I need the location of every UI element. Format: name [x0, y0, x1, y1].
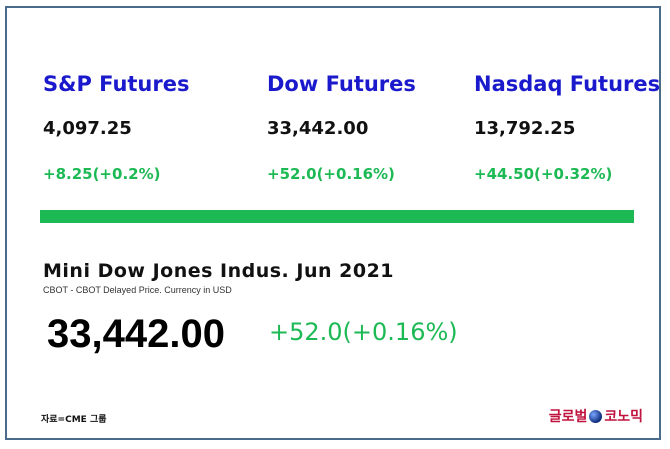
detail-title: Mini Dow Jones Indus. Jun 2021 — [43, 260, 395, 282]
sp-futures-block: S&P Futures 4,097.25 +8.25(+0.2%) — [43, 72, 189, 183]
sp-futures-price: 4,097.25 — [43, 118, 132, 139]
detail-price: 33,442.00 — [47, 312, 225, 356]
card-frame: S&P Futures 4,097.25 +8.25(+0.2%) Dow Fu… — [5, 6, 661, 440]
dow-futures-block: Dow Futures 33,442.00 +52.0(+0.16%) — [267, 72, 416, 183]
detail-change: +52.0(+0.16%) — [269, 318, 458, 346]
divider-bar — [40, 210, 634, 223]
nasdaq-futures-name: Nasdaq Futures — [474, 72, 661, 96]
dow-futures-change: +52.0(+0.16%) — [267, 165, 395, 183]
sp-futures-change: +8.25(+0.2%) — [43, 165, 161, 183]
logo-text-left: 글로벌 — [548, 409, 588, 425]
nasdaq-futures-price: 13,792.25 — [474, 118, 576, 139]
nasdaq-futures-block: Nasdaq Futures 13,792.25 +44.50(+0.32%) — [474, 72, 660, 183]
publisher-logo: 글로벌 코노믹 — [549, 406, 643, 426]
detail-subtitle: CBOT - CBOT Delayed Price. Currency in U… — [43, 285, 232, 295]
logo-text-right: 코노믹 — [604, 409, 643, 425]
source-note: 자료=CME 그룹 — [41, 415, 107, 425]
dow-futures-price: 33,442.00 — [267, 118, 369, 139]
sp-futures-name: S&P Futures — [43, 72, 190, 96]
nasdaq-futures-change: +44.50(+0.32%) — [474, 165, 613, 183]
globe-icon — [589, 409, 603, 423]
dow-futures-name: Dow Futures — [267, 72, 416, 96]
